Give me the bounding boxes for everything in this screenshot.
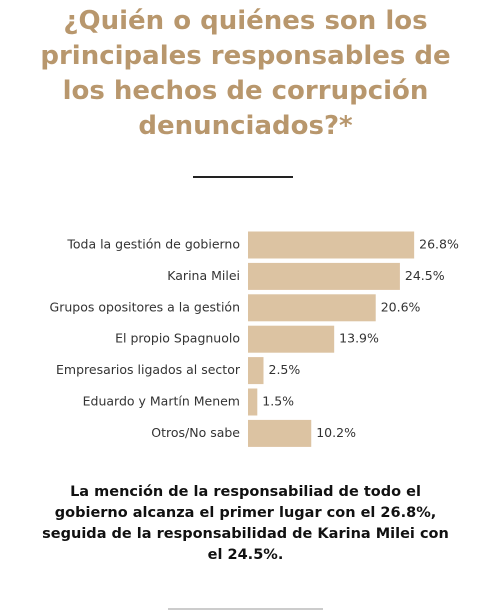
chart: Toda la gestión de gobierno 26.8% Karina M… xyxy=(50,231,459,447)
divider xyxy=(193,176,293,178)
category-label: Eduardo y Martín Menem xyxy=(83,394,240,409)
value-label: 13.9% xyxy=(339,331,379,346)
value-label: 26.8% xyxy=(419,237,459,252)
bar xyxy=(248,262,400,290)
bar xyxy=(248,231,415,259)
divider xyxy=(168,608,323,610)
category-label: Otros/No sabe xyxy=(151,425,240,440)
value-label: 10.2% xyxy=(316,425,356,440)
value-label: 2.5% xyxy=(269,362,301,377)
value-label: 24.5% xyxy=(405,268,445,283)
caption: La mención de la responsabiliad de todo … xyxy=(42,484,449,563)
bar xyxy=(248,419,312,447)
value-label: 1.5% xyxy=(262,394,294,409)
category-label: Toda la gestión de gobierno xyxy=(66,237,240,252)
category-label: Empresarios ligados al sector xyxy=(56,362,241,377)
bar xyxy=(248,325,335,353)
category-label: Grupos opositores a la gestión xyxy=(50,299,240,314)
bar xyxy=(248,294,376,322)
value-label: 20.6% xyxy=(381,299,421,314)
bar xyxy=(248,357,264,385)
category-label: Karina Milei xyxy=(167,268,240,283)
chart-title: ¿Quién o quiénes son los principales res… xyxy=(40,6,451,141)
bar xyxy=(248,388,258,416)
category-label: El propio Spagnuolo xyxy=(115,331,240,346)
